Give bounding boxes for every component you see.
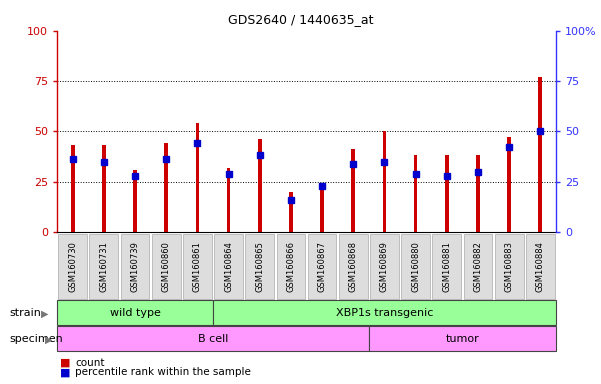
Text: B cell: B cell (198, 334, 228, 344)
Bar (227, 167, 230, 232)
Bar (320, 188, 324, 232)
Text: ■: ■ (60, 367, 70, 377)
Text: GSM160739: GSM160739 (130, 241, 139, 292)
Text: GSM160868: GSM160868 (349, 241, 358, 292)
Bar (195, 123, 200, 232)
Bar (445, 156, 449, 232)
Text: GSM160731: GSM160731 (99, 241, 108, 292)
Text: GSM160882: GSM160882 (474, 241, 483, 292)
Text: strain: strain (9, 308, 41, 318)
Bar (476, 156, 480, 232)
Text: specimen: specimen (9, 334, 63, 344)
Bar (383, 131, 386, 232)
Text: GSM160881: GSM160881 (442, 241, 451, 292)
Text: wild type: wild type (109, 308, 160, 318)
Text: GSM160860: GSM160860 (162, 241, 171, 292)
Bar (102, 146, 106, 232)
Bar (507, 137, 511, 232)
Text: GSM160730: GSM160730 (68, 241, 77, 292)
Text: GSM160865: GSM160865 (255, 241, 264, 292)
Bar (164, 143, 168, 232)
Text: GSM160866: GSM160866 (287, 241, 296, 292)
Text: tumor: tumor (445, 334, 479, 344)
Bar (289, 192, 293, 232)
Bar (71, 146, 75, 232)
Text: ▶: ▶ (41, 309, 48, 319)
Text: GSM160864: GSM160864 (224, 241, 233, 292)
Text: ■: ■ (60, 358, 70, 368)
Text: XBP1s transgenic: XBP1s transgenic (336, 308, 433, 318)
Bar (258, 139, 261, 232)
Text: GSM160861: GSM160861 (193, 241, 202, 292)
Text: GSM160880: GSM160880 (411, 241, 420, 292)
Text: GSM160867: GSM160867 (317, 241, 326, 292)
Text: percentile rank within the sample: percentile rank within the sample (75, 367, 251, 377)
Text: GSM160883: GSM160883 (505, 241, 514, 292)
Text: count: count (75, 358, 105, 368)
Bar (413, 156, 418, 232)
Bar (133, 170, 137, 232)
Text: ▶: ▶ (45, 335, 52, 345)
Text: GDS2640 / 1440635_at: GDS2640 / 1440635_at (228, 13, 374, 26)
Bar (538, 77, 542, 232)
Text: GSM160884: GSM160884 (536, 241, 545, 292)
Text: GSM160869: GSM160869 (380, 241, 389, 292)
Bar (352, 149, 355, 232)
